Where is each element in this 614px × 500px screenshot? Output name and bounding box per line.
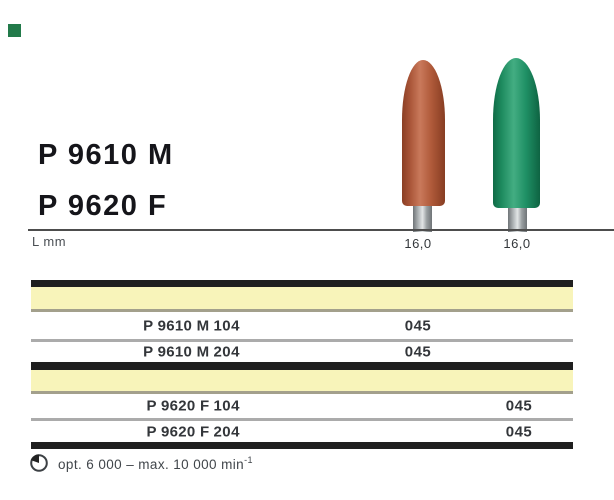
length-value-1: 16,0 [404,236,432,251]
iso-size-value: 045 [404,317,432,334]
iso-size-value: 045 [505,397,533,415]
table-section-bar [31,362,573,370]
iso-size-value: 045 [404,343,432,361]
table-section-bar [31,280,573,287]
shank-size: 104 [213,397,240,415]
superscript: -1 [244,454,253,465]
polisher-shaft [413,200,432,232]
table-header-band [31,370,573,394]
shank-size: 204 [213,423,240,440]
dimension-ruler-line [28,229,614,231]
shank-size: 104 [213,317,240,334]
product-code: P 9610 M 104 [31,317,240,334]
product-title-1: P 9610 M [38,139,174,171]
row-separator [31,418,573,421]
row-separator [31,339,573,342]
iso-size-value: 045 [505,423,533,440]
length-value-2: 16,0 [503,236,531,251]
rotation-speed-icon [30,454,48,472]
shank-size: 204 [213,343,240,361]
speed-footnote: opt. 6 000 – max. 10 000 min-1 [28,452,253,474]
table-row: P 9620 F 204 045 [31,421,573,442]
polisher-green-image [493,58,540,208]
speed-range-text: opt. 6 000 – max. 10 000 min-1 [58,455,253,472]
table-bottom-bar [31,442,573,449]
code-text: P 9610 M [143,343,210,361]
polisher-orange-image [402,60,445,206]
product-table: P 9610 M 104 045 P 9610 M 204 045 P 9620 F… [31,280,573,449]
product-code: P 9620 F 104 [31,398,240,415]
polisher-shaft [508,202,527,232]
code-text: P 9620 F [146,397,210,415]
speed-range-value: opt. 6 000 – max. 10 000 min [58,456,245,472]
product-code: P 9610 M 204 [31,344,240,361]
category-color-marker [8,24,21,37]
dimension-unit-label: L mm [32,234,67,249]
table-row: P 9610 M 204 045 [31,342,573,362]
code-text: P 9620 F [146,423,210,440]
table-header-band [31,287,573,312]
table-row: P 9610 M 104 045 [31,312,573,339]
product-code: P 9620 F 204 [31,423,240,440]
table-row: P 9620 F 104 045 [31,394,573,418]
code-text: P 9610 M [143,317,210,334]
product-title-2: P 9620 F [38,190,168,222]
